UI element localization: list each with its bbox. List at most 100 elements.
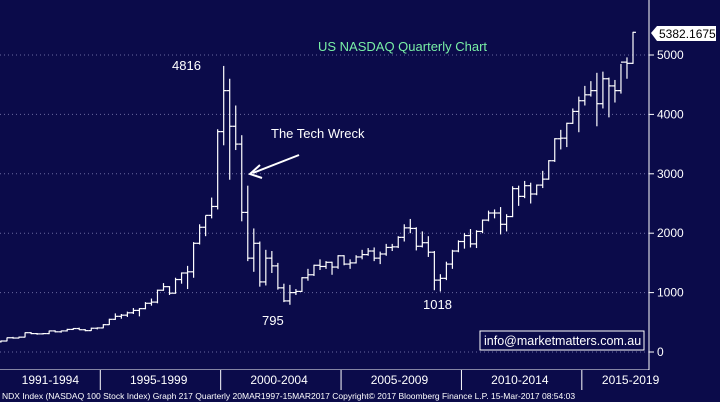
ohlc-bar-27 [160, 283, 167, 291]
ohlc-bar-81 [485, 210, 492, 222]
ohlc-bar-59 [353, 255, 360, 264]
ohlc-bar-32 [190, 242, 197, 278]
x-axis-ticks: 1991-1994 1995-1999 2000-2004 2005-2009 2010… [22, 370, 660, 390]
ohlc-bar-3 [16, 336, 23, 339]
ohlc-bar-80 [479, 219, 486, 234]
ohlc-bar-51 [304, 268, 311, 281]
ohlc-bar-18 [106, 318, 113, 326]
ohlc-bar-31 [184, 265, 191, 290]
ohlc-bar-22 [130, 308, 137, 314]
ohlc-bar-73 [437, 274, 444, 292]
ohlc-bar-0 [0, 340, 4, 343]
ohlc-bar-101 [605, 77, 612, 118]
ohlc-bar-62 [371, 247, 378, 262]
ohlc-bar-79 [473, 230, 480, 249]
ohlc-bar-60 [359, 249, 366, 260]
ohlc-bar-97 [581, 85, 588, 106]
ytick-label-4000: 4000 [657, 107, 684, 121]
ohlc-bar-75 [449, 249, 456, 269]
ohlc-bar-105 [630, 31, 636, 64]
ohlc-bar-11 [64, 328, 71, 332]
ytick-label-3000: 3000 [657, 167, 684, 181]
ohlc-bar-54 [323, 261, 330, 269]
ohlc-bar-85 [509, 186, 516, 218]
ohlc-bar-102 [611, 79, 618, 103]
ohlc-bars [0, 31, 636, 343]
ohlc-bar-34 [202, 214, 209, 237]
ohlc-bar-12 [70, 327, 77, 331]
ohlc-bar-52 [310, 264, 317, 276]
ohlc-bar-10 [58, 330, 65, 333]
watermark-box: info@marketmatters.com.au [479, 330, 645, 351]
ohlc-bar-95 [569, 108, 576, 124]
xtick-label-3: 2005-2009 [371, 373, 429, 387]
ohlc-bar-55 [329, 261, 336, 275]
xtick-label-0: 1991-1994 [22, 373, 80, 387]
x-axis-band [0, 370, 720, 390]
ohlc-bar-64 [383, 243, 390, 256]
ohlc-bar-72 [431, 251, 438, 291]
last-price-label: 5382.1675 [659, 27, 716, 41]
xtick-label-1: 1995-1999 [130, 373, 188, 387]
ohlc-bar-87 [521, 180, 528, 199]
ohlc-bar-88 [527, 182, 534, 204]
ohlc-bar-56 [335, 255, 342, 269]
ohlc-bar-14 [82, 329, 89, 332]
ohlc-bar-96 [575, 96, 582, 133]
ohlc-bar-33 [196, 224, 203, 245]
annotation-low-795: 795 [262, 313, 284, 328]
ohlc-bar-93 [557, 129, 564, 150]
ytick-label-5000: 5000 [657, 48, 684, 62]
ohlc-bar-58 [347, 259, 354, 269]
ohlc-bar-91 [545, 160, 552, 180]
ohlc-bar-16 [94, 327, 101, 330]
y-axis-ticks: 0 1000 2000 3000 4000 5000 [649, 48, 684, 359]
ohlc-bar-99 [593, 72, 600, 127]
ohlc-bar-94 [563, 122, 570, 148]
ohlc-bar-76 [455, 240, 462, 253]
ohlc-bar-63 [377, 251, 384, 265]
ohlc-bar-9 [52, 330, 59, 333]
ohlc-bar-84 [503, 214, 510, 232]
ohlc-bar-19 [112, 313, 119, 320]
xtick-label-2: 2000-2004 [250, 373, 308, 387]
gridlines [0, 54, 649, 353]
ytick-label-0: 0 [657, 345, 664, 359]
watermark-text: info@marketmatters.com.au [484, 334, 641, 348]
ohlc-bar-1 [4, 337, 10, 342]
ohlc-bar-47 [280, 283, 287, 303]
ohlc-bar-38 [226, 78, 233, 180]
ohlc-bar-44 [262, 249, 269, 286]
ytick-label-2000: 2000 [657, 226, 684, 240]
ohlc-bar-89 [533, 184, 540, 196]
footer-band [0, 390, 720, 402]
ohlc-bar-98 [587, 81, 594, 97]
xtick-label-4: 2010-2014 [491, 373, 549, 387]
ohlc-bar-78 [467, 229, 474, 248]
ohlc-bar-53 [317, 259, 323, 271]
annotation-low-1018: 1018 [423, 297, 452, 312]
ohlc-bar-36 [214, 129, 221, 210]
tech-wreck-arrow [248, 154, 300, 179]
ohlc-bar-104 [623, 57, 630, 79]
ohlc-bar-65 [389, 243, 396, 252]
chart-title: US NASDAQ Quarterly Chart [318, 39, 487, 54]
ohlc-bar-17 [100, 324, 107, 329]
ytick-label-1000: 1000 [657, 286, 684, 300]
ohlc-bar-100 [599, 71, 606, 109]
ohlc-bar-50 [298, 277, 305, 293]
ohlc-bar-13 [76, 327, 83, 331]
ohlc-bar-26 [154, 289, 161, 304]
ohlc-bar-6 [34, 332, 41, 335]
xtick-label-5: 2015-2019 [602, 373, 660, 387]
ohlc-bar-77 [461, 233, 468, 249]
ohlc-bar-70 [419, 231, 426, 248]
ohlc-bar-68 [407, 218, 414, 234]
ohlc-bar-21 [124, 311, 131, 317]
ohlc-bar-37 [220, 65, 227, 146]
ohlc-bar-83 [497, 207, 504, 235]
ohlc-bar-90 [539, 170, 546, 189]
ohlc-bar-23 [136, 308, 143, 317]
ohlc-bar-67 [401, 224, 408, 242]
